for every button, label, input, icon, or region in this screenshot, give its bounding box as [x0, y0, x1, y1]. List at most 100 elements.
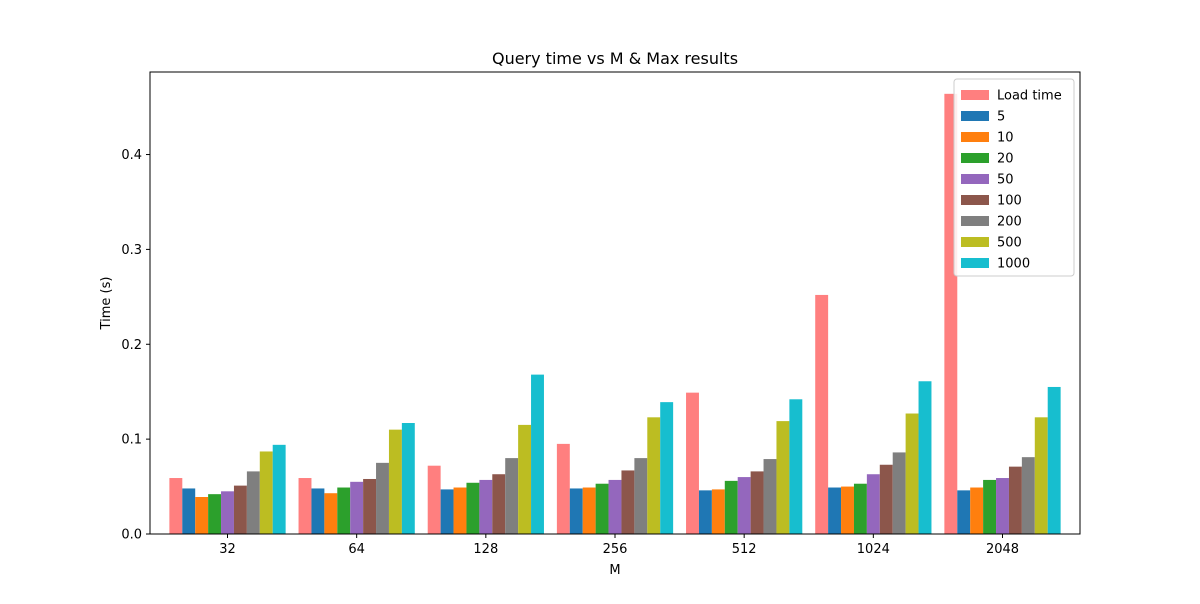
bar-512-series-5 [750, 471, 764, 534]
legend-label: 100 [997, 194, 1022, 209]
bar-1024-series-5 [879, 464, 893, 534]
plot-frame [149, 71, 1081, 535]
x-axis: 32 64 128 256 512 1024 2048 [219, 534, 1019, 557]
bar-128-series-6 [505, 458, 519, 534]
bar-2048-series-8 [1047, 386, 1061, 534]
bar-32-series-1 [182, 488, 196, 534]
bar-1024-series-0 [815, 294, 829, 534]
legend-label: 200 [997, 215, 1022, 230]
legend-swatch [961, 132, 989, 142]
x-tick-label: 32 [219, 542, 236, 557]
bar-512-series-2 [711, 489, 725, 534]
bar-32-series-7 [259, 451, 273, 534]
bar-256-series-7 [647, 417, 661, 534]
bar-64-series-2 [324, 493, 338, 534]
legend-label: 1000 [997, 257, 1030, 272]
bar-128-series-7 [518, 424, 532, 534]
y-tick-label: 0.2 [121, 338, 142, 353]
bar-256-series-0 [556, 443, 570, 534]
bar-32-series-8 [272, 444, 286, 534]
bar-256-series-6 [634, 458, 648, 534]
y-tick-label: 0.3 [121, 243, 142, 258]
legend-swatch [961, 258, 989, 268]
bar-32-series-2 [195, 497, 209, 534]
legend-swatch [961, 174, 989, 184]
bar-512-series-0 [686, 392, 699, 534]
bar-32-series-4 [221, 491, 234, 534]
bar-1024-series-8 [918, 381, 932, 534]
legend-swatch [961, 90, 989, 100]
bar-256-series-5 [621, 470, 635, 534]
bar-32-series-5 [233, 485, 247, 534]
legend-swatch [961, 237, 989, 247]
bar-256-series-3 [595, 483, 609, 534]
y-tick-label: 0.1 [121, 433, 142, 448]
bar-1024-series-7 [905, 413, 919, 534]
bar-2048-series-6 [1021, 457, 1035, 534]
bar-256-series-2 [582, 487, 596, 534]
x-tick-label: 128 [473, 542, 498, 557]
legend-frame [953, 78, 1075, 277]
x-tick-label: 2048 [986, 542, 1019, 557]
bar-256-series-1 [569, 488, 583, 534]
legend-label: 20 [997, 152, 1014, 167]
bar-64-series-5 [363, 478, 377, 534]
bar-32-series-3 [208, 494, 222, 534]
bar-512-series-1 [698, 490, 712, 534]
legend-swatch [961, 111, 989, 121]
bar-512-series-8 [789, 399, 803, 534]
bar-32-series-6 [246, 471, 260, 534]
bar-32-series-0 [169, 478, 183, 534]
bar-128-series-5 [492, 474, 506, 534]
bar-2048-series-2 [970, 487, 984, 534]
y-axis: 0.0 0.1 0.2 0.3 0.4 [121, 148, 150, 543]
legend-swatch [961, 216, 989, 226]
bar-64-series-3 [337, 487, 351, 534]
chart-title: Query time vs M & Max results [492, 49, 738, 68]
x-tick-label: 64 [348, 542, 365, 557]
bar-512-series-6 [763, 459, 777, 534]
bar-2048-series-7 [1034, 417, 1048, 534]
legend-label: 5 [997, 110, 1005, 125]
x-tick-label: 256 [603, 542, 628, 557]
x-tick-label: 1024 [857, 542, 890, 557]
y-tick-label: 0.4 [121, 148, 142, 163]
bar-64-series-4 [350, 481, 364, 534]
bars-layer [169, 93, 1061, 534]
bar-1024-series-3 [853, 483, 867, 534]
legend-swatch [961, 153, 989, 163]
legend: Load time 5 10 20 50 100 200 500 1000 [953, 78, 1075, 277]
bar-512-series-4 [737, 477, 751, 534]
bar-2048-series-5 [1008, 466, 1022, 534]
bar-64-series-8 [401, 423, 415, 534]
bar-1024-series-2 [841, 486, 854, 534]
bar-128-series-0 [427, 465, 441, 534]
legend-label: 10 [997, 131, 1014, 146]
bar-2048-series-3 [983, 479, 997, 534]
legend-swatch [961, 195, 989, 205]
legend-label: 50 [997, 173, 1014, 188]
y-tick-label: 0.0 [121, 528, 142, 543]
bar-128-series-3 [466, 482, 480, 534]
bar-64-series-0 [298, 478, 312, 534]
legend-label: 500 [997, 236, 1022, 251]
bar-512-series-7 [776, 421, 790, 534]
bar-64-series-1 [311, 488, 325, 534]
legend-label: Load time [997, 89, 1062, 104]
bar-2048-series-4 [996, 478, 1009, 534]
bar-128-series-4 [479, 479, 493, 534]
bar-128-series-8 [531, 374, 544, 534]
y-axis-label: Time (s) [99, 277, 114, 331]
bar-64-series-6 [376, 462, 389, 534]
bar-256-series-8 [660, 402, 674, 534]
bar-64-series-7 [388, 429, 402, 534]
bar-1024-series-1 [828, 487, 842, 534]
bar-1024-series-4 [866, 474, 880, 534]
bar-128-series-1 [440, 489, 454, 534]
bar-512-series-3 [724, 480, 738, 534]
x-axis-label: M [609, 563, 620, 578]
bar-2048-series-1 [957, 490, 971, 534]
bar-1024-series-6 [892, 452, 906, 534]
